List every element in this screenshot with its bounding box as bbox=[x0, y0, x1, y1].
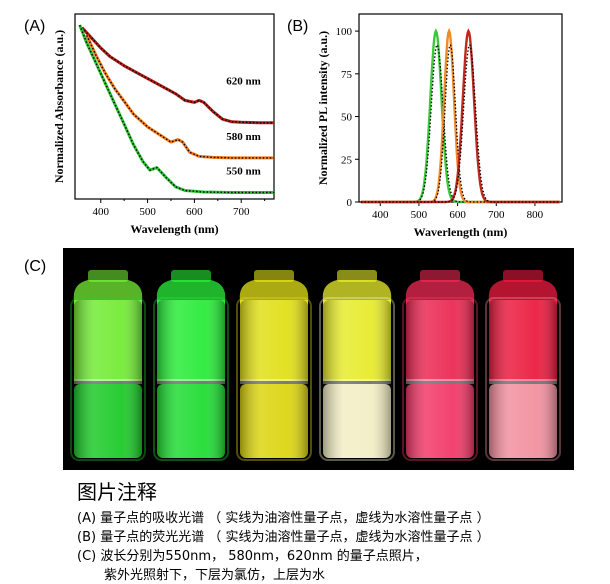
caption-line-c1: (C) 波长分别为550nm， 580nm，620nm 的量子点照片， bbox=[77, 549, 428, 564]
vial-neck bbox=[88, 270, 128, 282]
chart-b-frame bbox=[358, 13, 563, 203]
vial-glow bbox=[485, 297, 561, 461]
pl-chart: 400 500 600 700 800 0 25 50 75 100 Waverlength (nm… bbox=[316, 13, 563, 239]
chart-b-series-solid bbox=[360, 27, 560, 204]
vial-shading bbox=[489, 300, 557, 458]
chart-a-xtick-label: 700 bbox=[233, 206, 250, 218]
chart-a-annotation: 620 nm bbox=[226, 76, 261, 88]
caption-line-a: (A) 量子点的吸收光谱 （ 实线为油溶性量子点，虚线为水溶性量子点 ） bbox=[77, 511, 490, 526]
vial-neck bbox=[171, 270, 211, 282]
chart-b-ytick-label: 50 bbox=[341, 112, 353, 124]
vial-shading bbox=[157, 300, 225, 458]
chart-a-annotation: 550 nm bbox=[226, 166, 261, 178]
vial-photo-svg bbox=[70, 270, 561, 461]
chart-b-ytick-label: 25 bbox=[341, 154, 353, 166]
chart-b-xtick-label: 800 bbox=[527, 209, 544, 221]
panel-c-label: (C) bbox=[24, 258, 47, 275]
chart-a-ylabel: Normalized Absorbance (a.u.) bbox=[52, 30, 66, 183]
vial-neck bbox=[420, 270, 460, 282]
chart-b-ytick-label: 0 bbox=[347, 197, 353, 209]
chart-b-series-solid bbox=[360, 28, 560, 204]
vial-shading bbox=[323, 300, 391, 458]
chart-b-xtick-label: 500 bbox=[411, 209, 428, 221]
chart-b-series-dotted bbox=[360, 44, 560, 203]
chart-b-ytick-label: 100 bbox=[336, 26, 353, 38]
vial-shading bbox=[74, 300, 142, 458]
chart-a-series-dotted bbox=[79, 24, 274, 194]
chart-b-xtick-label: 400 bbox=[372, 209, 389, 221]
caption-title: 图片注释 bbox=[77, 480, 157, 504]
chart-a-xtick-label: 400 bbox=[93, 206, 110, 218]
caption-line-c2: 紫外光照射下，下层为氯仿，上层为水 bbox=[104, 568, 326, 583]
absorbance-chart: 400 500 600 700 Wavelength (nm) Normalized Ab… bbox=[52, 13, 275, 236]
chart-b-series-solid bbox=[360, 28, 560, 204]
vial-shoulder bbox=[322, 280, 392, 300]
chart-b-ytick-label: 75 bbox=[341, 69, 353, 81]
vial-shoulder bbox=[488, 280, 558, 300]
caption-line-b: (B) 量子点的荧光光谱 （ 实线为油溶性量子点，虚线为水溶性量子点 ） bbox=[77, 530, 490, 545]
chart-a-frame bbox=[74, 13, 275, 200]
panel-b-label: (B) bbox=[287, 18, 309, 35]
vial-photo bbox=[63, 248, 574, 470]
vial-glow bbox=[402, 297, 478, 461]
vial-glow bbox=[319, 297, 395, 461]
panel-a-label: (A) bbox=[24, 18, 46, 35]
chart-a-xtick-label: 500 bbox=[139, 206, 156, 218]
chart-a-series-dotted bbox=[81, 27, 274, 124]
vial-shoulder bbox=[156, 280, 226, 300]
vial-shoulder bbox=[73, 280, 143, 300]
vial-neck bbox=[337, 270, 377, 282]
vial-shoulder bbox=[405, 280, 475, 300]
vial-glow bbox=[153, 297, 229, 461]
chart-a-series-solid bbox=[85, 34, 274, 160]
chart-a-xlabel: Wavelength (nm) bbox=[130, 222, 218, 236]
vial-shading bbox=[240, 300, 308, 458]
vial-neck bbox=[254, 270, 294, 282]
vial-shoulder bbox=[239, 280, 309, 300]
chart-a-xtick-label: 600 bbox=[186, 206, 203, 218]
chart-a-annotation: 580 nm bbox=[226, 131, 261, 143]
vial-glow bbox=[236, 297, 312, 461]
vial-neck bbox=[503, 270, 543, 282]
chart-b-xtick-label: 700 bbox=[488, 209, 505, 221]
vial-shading bbox=[406, 300, 474, 458]
chart-b-ylabel: Normalized PL intensity (a.u.) bbox=[316, 31, 330, 185]
chart-b-xtick-label: 600 bbox=[449, 209, 466, 221]
chart-b-xlabel: Waverlength (nm) bbox=[414, 225, 508, 239]
vial-glow bbox=[70, 297, 146, 461]
